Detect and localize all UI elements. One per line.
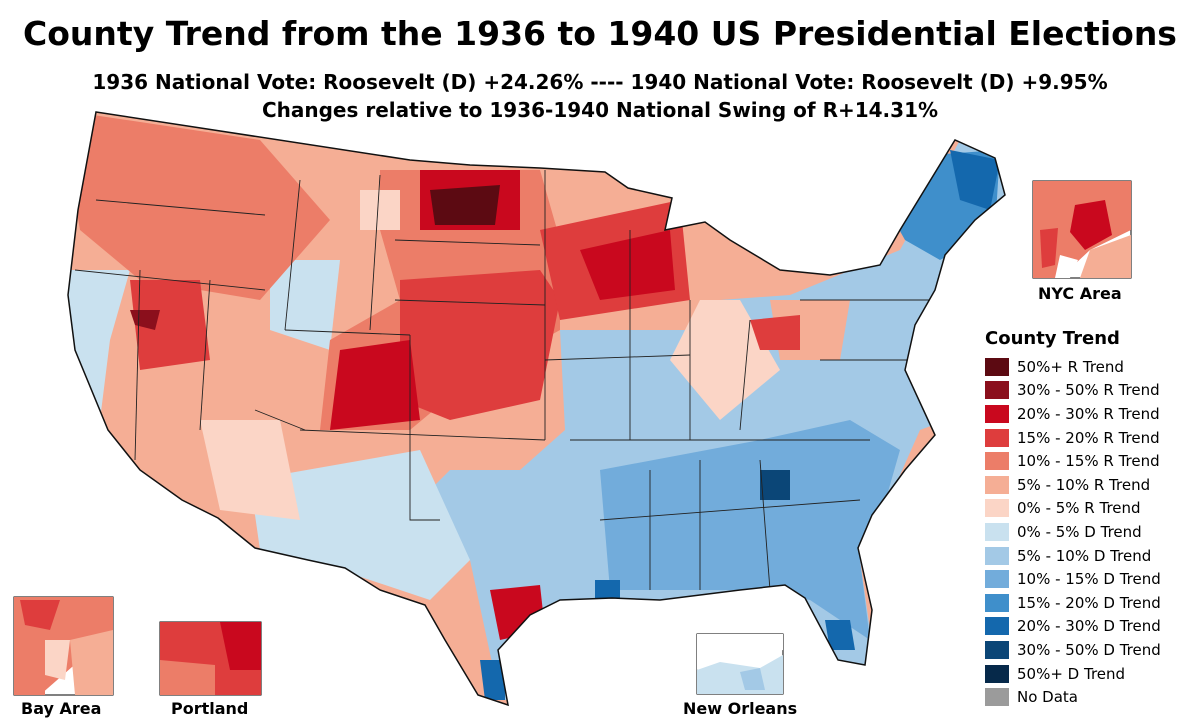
legend-label: 0% - 5% D Trend xyxy=(1017,522,1142,541)
r-trend-regions xyxy=(68,112,800,640)
legend-swatch xyxy=(985,617,1009,636)
legend-swatch xyxy=(985,522,1009,541)
legend-item: 30% - 50% D Trend xyxy=(985,638,1195,662)
legend-label: 20% - 30% D Trend xyxy=(1017,617,1161,636)
portland-label: Portland xyxy=(171,699,249,718)
legend-swatch xyxy=(985,499,1009,518)
legend-item: 50%+ D Trend xyxy=(985,662,1195,686)
legend-item: 10% - 15% D Trend xyxy=(985,567,1195,591)
legend-swatch xyxy=(985,452,1009,471)
legend-label: 20% - 30% R Trend xyxy=(1017,404,1160,423)
legend-label: 50%+ R Trend xyxy=(1017,357,1124,376)
legend-item: 15% - 20% R Trend xyxy=(985,426,1195,450)
legend-label: 30% - 50% D Trend xyxy=(1017,640,1161,659)
legend-item: 30% - 50% R Trend xyxy=(985,379,1195,403)
legend-item: 5% - 10% D Trend xyxy=(985,544,1195,568)
legend-label: 10% - 15% R Trend xyxy=(1017,452,1160,471)
legend-label: 15% - 20% R Trend xyxy=(1017,428,1160,447)
legend-label: 0% - 5% R Trend xyxy=(1017,499,1141,518)
legend-swatch xyxy=(985,428,1009,447)
legend-item: 0% - 5% D Trend xyxy=(985,520,1195,544)
legend-item: 5% - 10% R Trend xyxy=(985,473,1195,497)
portland-inset-map xyxy=(159,621,262,696)
legend-item: 50%+ R Trend xyxy=(985,355,1195,379)
legend-item: No Data xyxy=(985,685,1195,709)
legend-swatch xyxy=(985,357,1009,376)
legend-label: 30% - 50% R Trend xyxy=(1017,381,1160,400)
legend-title: County Trend xyxy=(985,328,1120,349)
legend: County Trend 50%+ R Trend 30% - 50% R Tre… xyxy=(985,328,1195,709)
legend-swatch xyxy=(985,546,1009,565)
legend-item: 0% - 5% R Trend xyxy=(985,497,1195,521)
legend-item: 20% - 30% R Trend xyxy=(985,402,1195,426)
legend-swatch xyxy=(985,664,1009,683)
legend-swatch xyxy=(985,570,1009,589)
new-orleans-inset-map xyxy=(696,633,784,695)
legend-label: 15% - 20% D Trend xyxy=(1017,593,1161,612)
legend-item: 15% - 20% D Trend xyxy=(985,591,1195,615)
legend-swatch xyxy=(985,381,1009,400)
legend-label: No Data xyxy=(1017,688,1078,707)
legend-swatch xyxy=(985,688,1009,707)
d-trend-cores xyxy=(480,150,1000,700)
legend-swatch xyxy=(985,593,1009,612)
national-swing-subtitle: Changes relative to 1936-1940 National S… xyxy=(261,98,939,122)
legend-label: 5% - 10% D Trend xyxy=(1017,546,1152,565)
nyc-area-label: NYC Area xyxy=(1038,284,1122,303)
legend-item: 10% - 15% R Trend xyxy=(985,449,1195,473)
legend-items: 50%+ R Trend 30% - 50% R Trend 20% - 30% R… xyxy=(985,355,1195,709)
bay-area-inset-map xyxy=(13,596,114,696)
legend-label: 5% - 10% R Trend xyxy=(1017,475,1151,494)
legend-item: 20% - 30% D Trend xyxy=(985,615,1195,639)
nyc-inset-map xyxy=(1032,180,1132,279)
legend-label: 10% - 15% D Trend xyxy=(1017,570,1161,589)
legend-swatch xyxy=(985,404,1009,423)
new-orleans-label: New Orleans xyxy=(683,699,798,718)
legend-swatch xyxy=(985,640,1009,659)
legend-label: 50%+ D Trend xyxy=(1017,664,1126,683)
national-vote-subtitle: 1936 National Vote: Roosevelt (D) +24.26… xyxy=(92,70,1108,94)
legend-swatch xyxy=(985,475,1009,494)
bay-area-label: Bay Area xyxy=(21,699,102,718)
map-title: County Trend from the 1936 to 1940 US Pr… xyxy=(23,14,1177,53)
